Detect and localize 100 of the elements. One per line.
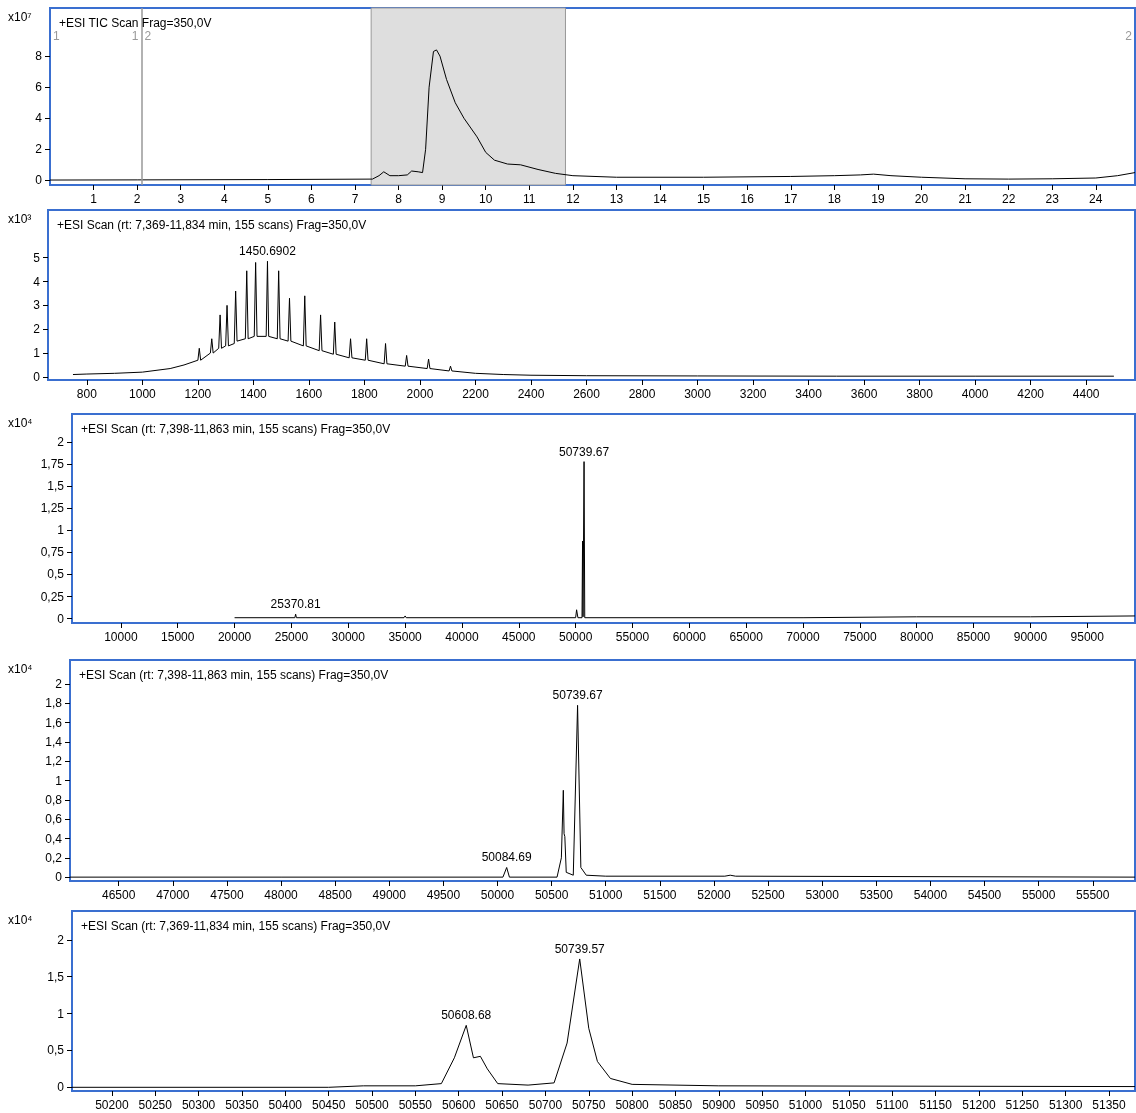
- text: +ESI Scan (rt: 7,369-11,834 min, 155 scans) Frag=350,0V: [81, 919, 391, 933]
- x-tick-label: 47000: [156, 888, 190, 902]
- x-tick-label: 95000: [1070, 630, 1105, 644]
- x-tick-label: 52500: [751, 888, 786, 902]
- x-tick-label: 45000: [502, 630, 536, 644]
- x-tick-label: 54000: [913, 888, 948, 902]
- y-tick-label: 8: [35, 49, 43, 64]
- x-tick-label: 51500: [643, 888, 677, 902]
- x-tick-label: 50900: [702, 1098, 736, 1112]
- x-tick-label: 30000: [331, 630, 366, 644]
- line-series: [234, 461, 1136, 619]
- x-tick-label: 50250: [138, 1098, 173, 1112]
- x-tick-label: 2: [133, 192, 141, 206]
- x-tick-label: 50950: [745, 1098, 780, 1112]
- x-tick-label: 53500: [859, 888, 894, 902]
- x-tick-label: 3400: [795, 387, 823, 401]
- x-tick-label: 53000: [805, 888, 840, 902]
- y-tick-label: 6: [35, 80, 43, 95]
- x-tick-label: 52000: [697, 888, 731, 902]
- x-tick-label: 50500: [355, 1098, 390, 1112]
- annotation: 50084.69: [481, 850, 533, 865]
- x-tick-label: 20000: [217, 630, 252, 644]
- x-tick-label: 51250: [1005, 1098, 1040, 1112]
- x-tick-label: 48000: [264, 888, 299, 902]
- y-tick-label: 1,2: [45, 754, 63, 769]
- x-tick-label: 90000: [1013, 630, 1048, 644]
- y-axis-title: x10⁴: [8, 913, 33, 927]
- annotation: 1450.6902: [239, 244, 297, 259]
- x-tick-label: 50600: [442, 1098, 476, 1112]
- y-tick-label: 2: [33, 322, 41, 337]
- y-tick-label: 0,5: [47, 1043, 65, 1058]
- x-tick-label: 85000: [956, 630, 991, 644]
- x-tick-label: 50650: [485, 1098, 520, 1112]
- x-tick-label: 51100: [875, 1098, 909, 1112]
- y-tick-label: 0: [55, 870, 63, 885]
- text: +ESI TIC Scan Frag=350,0V: [59, 16, 212, 30]
- x-tick-label: 3600: [850, 387, 878, 401]
- x-tick-label: 15: [696, 192, 711, 206]
- y-tick-label: 1: [57, 523, 65, 538]
- x-tick-label: 12: [566, 192, 580, 206]
- x-tick-label: 1200: [184, 387, 212, 401]
- x-tick-label: 24: [1089, 192, 1103, 206]
- x-tick-label: 50850: [658, 1098, 693, 1112]
- x-tick-label: 49500: [426, 888, 461, 902]
- x-tick-label: 46500: [102, 888, 136, 902]
- x-tick-label: 3200: [739, 387, 767, 401]
- y-tick-label: 2: [57, 435, 65, 450]
- x-tick-label: 2600: [573, 387, 601, 401]
- x-tick-label: 19: [871, 192, 885, 206]
- x-tick-label: 80000: [900, 630, 934, 644]
- x-tick-label: 1000: [129, 387, 157, 401]
- x-tick-label: 5: [264, 192, 272, 206]
- y-tick-label: 2: [55, 677, 63, 692]
- x-tick-label: 10: [479, 192, 493, 206]
- x-tick-label: 49000: [372, 888, 407, 902]
- x-tick-label: 50350: [225, 1098, 259, 1112]
- x-tick-label: 4400: [1072, 387, 1100, 401]
- x-tick-label: 51150: [919, 1098, 953, 1112]
- x-tick-label: 4200: [1017, 387, 1045, 401]
- x-tick-label: 800: [76, 387, 98, 401]
- annotation: 25370.81: [270, 597, 321, 612]
- y-tick-label: 4: [35, 111, 43, 126]
- x-tick-label: 1400: [240, 387, 268, 401]
- y-tick-label: 4: [33, 274, 41, 289]
- x-tick-label: 3800: [906, 387, 934, 401]
- y-axis-title: x10⁴: [8, 416, 33, 430]
- x-tick-label: 55500: [1076, 888, 1110, 902]
- x-tick-label: 4: [220, 192, 228, 206]
- x-tick-label: 51350: [1092, 1098, 1126, 1112]
- x-tick-label: 47500: [210, 888, 244, 902]
- x-tick-label: 75000: [843, 630, 877, 644]
- x-tick-label: 51050: [832, 1098, 866, 1112]
- x-tick-label: 21: [958, 192, 973, 206]
- annotation: 2: [144, 29, 152, 43]
- x-tick-label: 50000: [480, 888, 515, 902]
- y-tick-label: 1: [57, 1006, 65, 1021]
- x-tick-label: 18: [827, 192, 842, 206]
- annotation: 50739.67: [552, 688, 603, 703]
- y-tick-label: 0,25: [40, 589, 65, 604]
- annotation: 50608.68: [441, 1008, 492, 1023]
- x-tick-label: 9: [438, 192, 446, 206]
- x-tick-label: 50450: [311, 1098, 346, 1112]
- x-tick-label: 1600: [295, 387, 323, 401]
- x-tick-label: 65000: [729, 630, 764, 644]
- x-tick-label: 2400: [517, 387, 545, 401]
- x-tick-label: 11: [523, 192, 536, 206]
- y-tick-label: 0: [35, 173, 43, 188]
- annotation: 1: [131, 29, 139, 43]
- y-tick-label: 3: [33, 298, 41, 313]
- x-tick-label: 48500: [318, 888, 353, 902]
- text: +ESI Scan (rt: 7,398-11,863 min, 155 scans) Frag=350,0V: [79, 668, 389, 682]
- x-tick-label: 13: [609, 192, 624, 206]
- x-tick-label: 1: [90, 192, 98, 206]
- y-tick-label: 0,6: [45, 812, 63, 827]
- x-tick-label: 14: [653, 192, 668, 206]
- y-tick-label: 1: [55, 773, 63, 788]
- y-tick-label: 0: [57, 1080, 65, 1095]
- x-tick-label: 6: [308, 192, 316, 206]
- x-tick-label: 22: [1001, 192, 1016, 206]
- x-tick-label: 50800: [615, 1098, 650, 1112]
